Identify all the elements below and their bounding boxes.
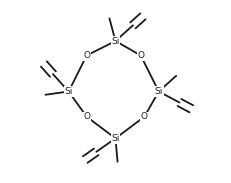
Text: O: O xyxy=(83,51,90,60)
Text: O: O xyxy=(137,51,144,60)
Text: Si: Si xyxy=(111,37,120,46)
Text: Si: Si xyxy=(111,134,120,143)
Text: O: O xyxy=(83,112,90,121)
Text: O: O xyxy=(141,112,148,121)
Text: Si: Si xyxy=(64,87,73,96)
Text: Si: Si xyxy=(155,87,163,96)
